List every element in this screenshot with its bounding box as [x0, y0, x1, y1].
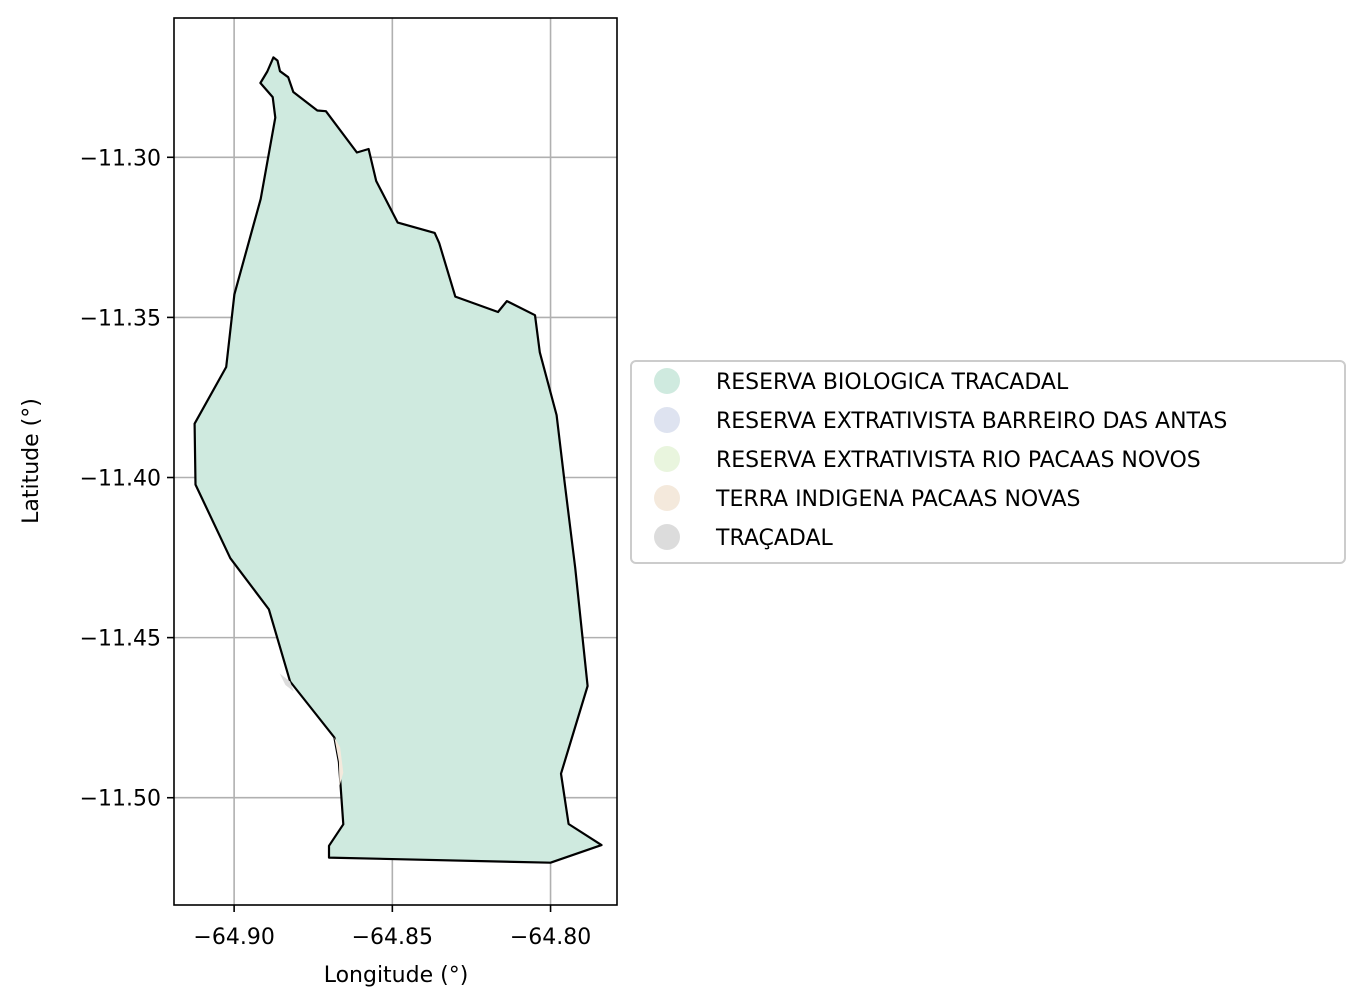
y-tick-label: −11.30: [80, 146, 161, 171]
legend-marker-reserva-biologica-tracadal: [654, 368, 680, 394]
region-tracadal: [279, 673, 294, 692]
legend-label-reserva-biologica-tracadal: RESERVA BIOLOGICA TRACADAL: [716, 370, 1069, 395]
legend-items: RESERVA BIOLOGICA TRACADAL RESERVA EXTRAT…: [654, 368, 1227, 551]
polygon-layer: [193, 56, 603, 864]
region-reserva-biologica-tracadal: [193, 56, 603, 864]
y-tick-label: −11.45: [80, 627, 161, 652]
plot-area: [173, 17, 618, 906]
plot-frame: [173, 17, 618, 906]
legend-frame: [630, 360, 1346, 564]
legend-marker-reserva-extrativista-rio-pacaas-novos: [654, 446, 680, 472]
legend-label-terra-indigena-pacaas-novas: TERRA INDIGENA PACAAS NOVAS: [715, 487, 1080, 512]
y-tick-label: −11.50: [80, 787, 161, 812]
x-tick-label: −64.85: [352, 925, 433, 950]
x-tick-label: −64.90: [193, 925, 274, 950]
legend-marker-terra-indigena-pacaas-novas: [654, 485, 680, 511]
tick-layer: −64.90 −64.85 −64.80 −11.30 −11.35 −11.40 −11.…: [80, 146, 592, 950]
legend-label-reserva-extrativista-rio-pacaas-novos: RESERVA EXTRATIVISTA RIO PACAAS NOVOS: [716, 448, 1201, 473]
legend: RESERVA BIOLOGICA TRACADAL RESERVA EXTRAT…: [630, 360, 1346, 564]
y-tick-label: −11.40: [80, 467, 161, 492]
legend-marker-tracadal: [654, 524, 680, 550]
y-tick-label: −11.35: [80, 306, 161, 331]
region-terra-indigena-pacaas-novas: [334, 737, 344, 786]
legend-label-reserva-extrativista-barreiro-das-antas: RESERVA EXTRATIVISTA BARREIRO DAS ANTAS: [716, 409, 1227, 434]
legend-label-tracadal: TRAÇADAL: [715, 526, 834, 551]
legend-marker-reserva-extrativista-barreiro-das-antas: [654, 407, 680, 433]
y-axis-label: Latitude (°): [19, 398, 44, 524]
x-tick-label: −64.80: [510, 925, 591, 950]
x-axis-label: Longitude (°): [324, 963, 469, 988]
